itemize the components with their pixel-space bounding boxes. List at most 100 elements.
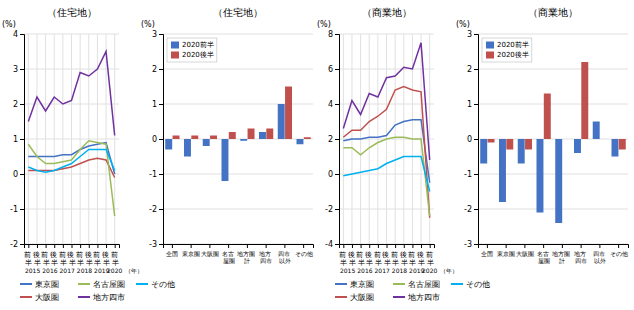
tick-label-line: 前: [408, 251, 415, 259]
y-tick-mark: [159, 69, 163, 70]
series-line: [28, 141, 114, 216]
y-tick-mark: [335, 104, 339, 105]
year-label: 2018: [77, 267, 92, 274]
x-axis: 前 半後 半前 半後 半前 半後 半前 半後 半前 半後 半前 半: [24, 244, 120, 267]
grid-line-x: [62, 34, 63, 244]
y-axis: -4-202468: [325, 30, 339, 249]
x-tick-mark: [543, 244, 544, 248]
tick-label-line: その他: [610, 250, 628, 258]
x-tick-label: 地方 四市: [258, 250, 273, 264]
tick-label-line: 半: [349, 259, 356, 267]
legend-entry: 東京圏: [20, 280, 59, 289]
bar: [600, 139, 607, 140]
y-tick-mark: [159, 244, 163, 245]
y-tick-label: -2: [149, 205, 157, 214]
title: （商業地）: [528, 7, 578, 18]
legend-swatch: [171, 52, 179, 59]
y-tick-mark: [159, 104, 163, 105]
x-tick-label: 大阪圏: [516, 250, 534, 257]
x-tick-mark: [378, 244, 379, 248]
x-tick-mark: [343, 244, 344, 248]
bar: [266, 129, 273, 140]
y-tick-label: -1: [10, 205, 18, 214]
legend-entry: 大阪圏: [20, 293, 59, 302]
x-tick-mark: [172, 244, 173, 248]
tick-label-line: 四市: [278, 250, 290, 257]
legend-swatch: [136, 283, 148, 285]
legend-entry: 東京圏: [335, 280, 374, 289]
legend-entry: 名古屋圏: [393, 280, 440, 289]
y-tick-label: 2: [13, 100, 18, 109]
tick-label-line: 地方圏: [551, 250, 570, 257]
x-tick: 地方圏 計: [551, 244, 572, 264]
y-axis-title: (%): [317, 20, 331, 29]
bar: [518, 139, 525, 164]
tick-label-line: 後: [102, 251, 109, 259]
bar: [499, 139, 506, 202]
legend-label: 名古屋圏: [408, 280, 440, 289]
y-tick-mark: [335, 139, 339, 140]
legend-entry: 大阪圏: [335, 293, 374, 302]
y-tick-mark: [20, 69, 24, 70]
title: （商業地）: [362, 7, 412, 18]
tick-label-line: 全国: [166, 250, 178, 257]
x-tick-mark: [28, 244, 29, 248]
bar: [191, 136, 198, 140]
x-axis-line: [25, 245, 120, 249]
y-tick: -3: [149, 240, 163, 249]
bar: [240, 139, 247, 141]
y-tick-label: 0: [152, 135, 157, 144]
grid-line-x: [97, 34, 98, 244]
legend-swatch: [78, 296, 90, 298]
y-tick-mark: [335, 209, 339, 210]
legend-entry: 2020前半: [486, 41, 529, 49]
y-tick: 2: [467, 65, 478, 74]
x-axis: 全国東京圏大阪圏名古 屋圏地方圏 計地方 四市四市 以外その他: [164, 244, 314, 264]
y-tick-mark: [20, 139, 24, 140]
x-tick-mark: [303, 244, 304, 248]
tick-label-line: 後: [400, 251, 407, 259]
x-tick-label: 四市 以外: [278, 250, 292, 264]
y-tick: -2: [464, 205, 478, 214]
grid-line-y: [478, 104, 628, 105]
x-tick-label: 地方圏 計: [551, 250, 572, 264]
y-tick-mark: [159, 34, 163, 35]
grid-line-y: [478, 209, 628, 210]
y-axis-title: (%): [141, 20, 155, 29]
tick-label-line: 前: [76, 251, 83, 259]
tick-label-line: 半: [427, 259, 434, 267]
x-tick-label: 地方圏 計: [236, 250, 257, 264]
y-tick: 2: [328, 135, 339, 144]
x-tick-mark: [430, 244, 431, 248]
y-tick-mark: [159, 139, 163, 140]
y-tick: 0: [152, 135, 163, 144]
bar: [611, 139, 618, 157]
y-tick-label: -1: [149, 170, 157, 179]
bar: [488, 139, 495, 143]
y-tick-label: -1: [464, 170, 472, 179]
bar: [184, 139, 191, 157]
y-tick-label: 0: [13, 170, 18, 179]
y-axis: -2-101234: [10, 30, 24, 249]
grid-line-x: [377, 34, 378, 244]
y-tick: 8: [328, 30, 339, 39]
x-tick-label: 全国: [481, 250, 493, 257]
x-axis: 前 半後 半前 半後 半前 半後 半前 半後 半前 半後 半前 半: [339, 244, 435, 267]
x-tick-mark: [421, 244, 422, 248]
y-tick: 3: [13, 65, 24, 74]
x-tick-mark: [618, 244, 619, 248]
bar: [278, 104, 285, 139]
x-tick: 東京圏: [497, 244, 515, 257]
y-tick: 6: [328, 65, 339, 74]
y-tick-mark: [20, 174, 24, 175]
tick-label-line: その他: [295, 250, 313, 258]
grid-line-y: [163, 209, 313, 210]
figure: -2-101234前 半後 半前 半後 半前 半後 半前 半後 半前 半後 半前…: [0, 0, 634, 310]
x-tick-mark: [191, 244, 192, 248]
year-label: 2015: [25, 267, 40, 274]
grid-line-x: [71, 34, 72, 244]
title: （住宅地）: [47, 7, 97, 18]
grid-line-y: [478, 34, 628, 35]
legend-swatch: [393, 296, 405, 298]
y-tick-label: -3: [464, 240, 472, 249]
